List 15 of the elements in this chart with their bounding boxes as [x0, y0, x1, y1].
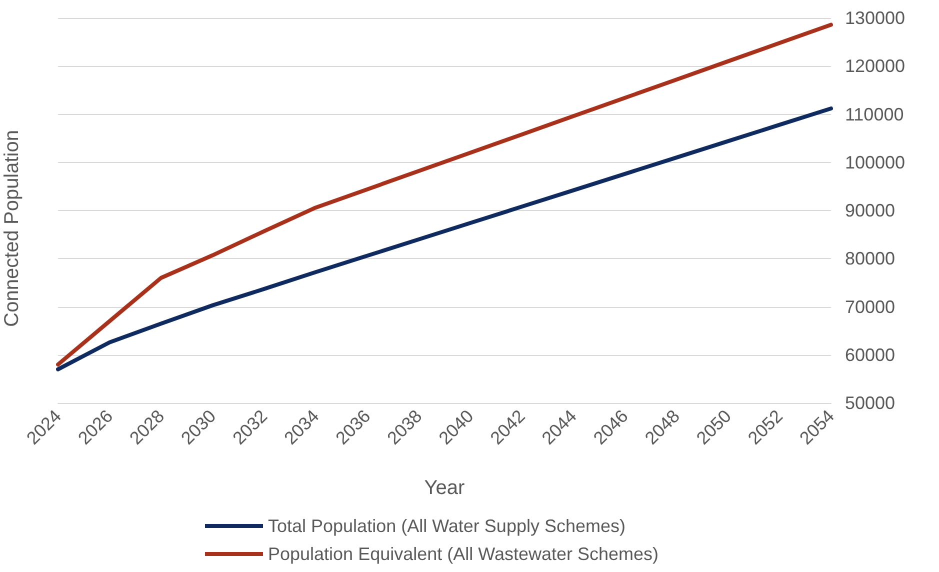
y-tick-label: 50000 — [845, 393, 896, 413]
y-tick-label: 110000 — [845, 104, 904, 124]
line-series — [56, 106, 833, 372]
y-tick-label: 70000 — [845, 296, 896, 317]
line-series — [56, 22, 833, 366]
y-axis-title: Connected Population — [1, 130, 23, 327]
legend-label: Total Population (All Water Supply Schemes) — [268, 516, 626, 536]
legend-label: Population Equivalent (All Wastewater Schemes) — [268, 544, 659, 564]
y-tick-label: 120000 — [845, 56, 906, 76]
y-tick-label: 90000 — [845, 200, 896, 220]
y-tick-label: 60000 — [845, 344, 896, 365]
y-tick-label: 80000 — [845, 248, 896, 269]
y-tick-label: 100000 — [845, 152, 906, 172]
y-tick-label: 130000 — [845, 8, 906, 28]
x-axis-title: Year — [424, 477, 466, 499]
